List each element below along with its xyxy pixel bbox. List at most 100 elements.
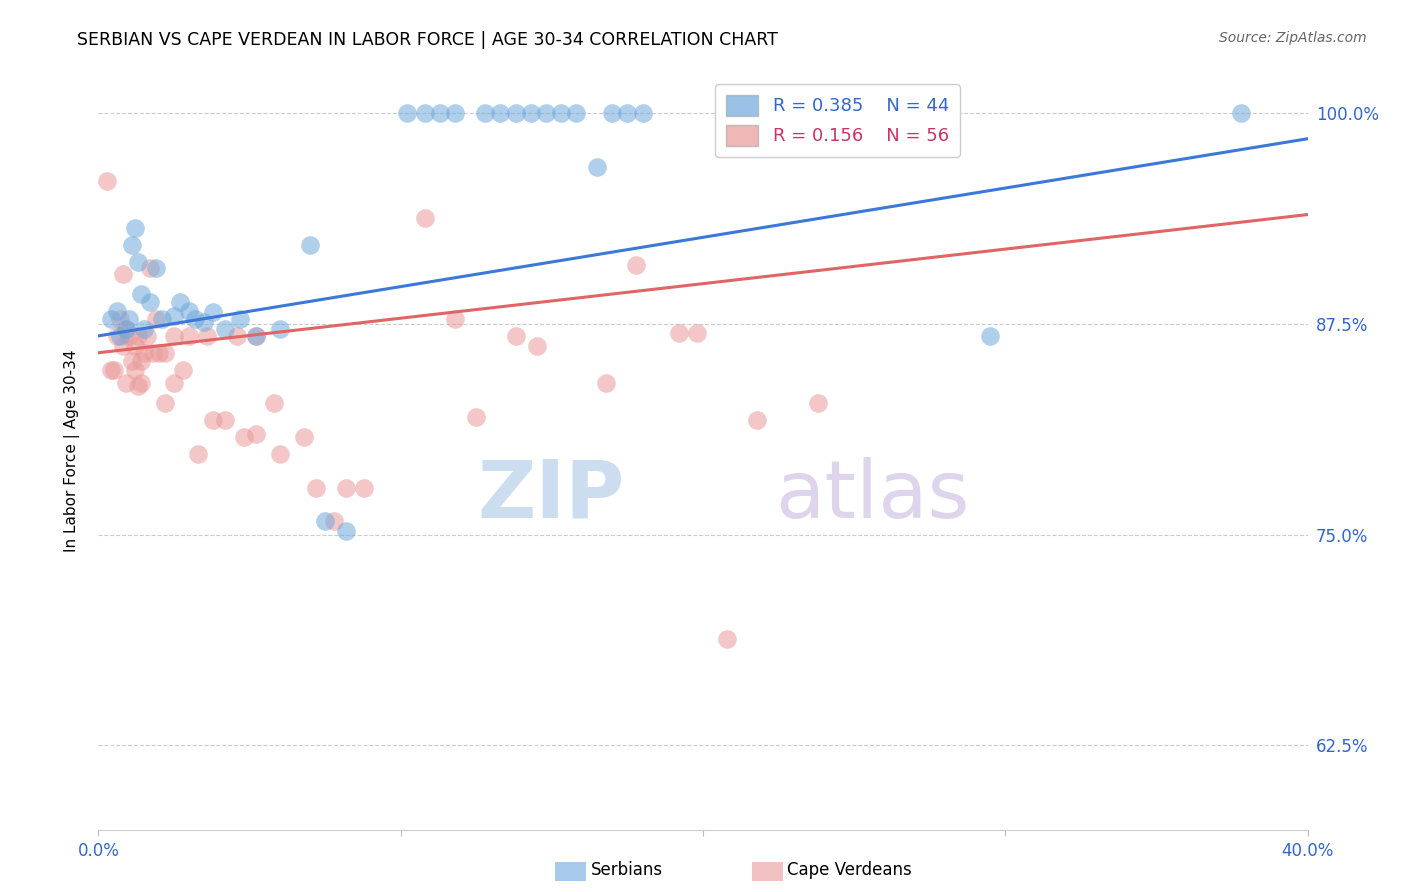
Point xyxy=(565,106,588,120)
Point xyxy=(163,309,186,323)
Point xyxy=(129,354,152,368)
Point xyxy=(145,312,167,326)
Point xyxy=(114,322,136,336)
Point xyxy=(121,238,143,252)
Point xyxy=(163,376,186,390)
Point xyxy=(519,106,541,120)
Point xyxy=(187,447,209,461)
Point xyxy=(526,339,548,353)
Point xyxy=(292,430,315,444)
Point xyxy=(127,254,149,268)
Point xyxy=(837,106,859,120)
Text: SERBIAN VS CAPE VERDEAN IN LABOR FORCE | AGE 30-34 CORRELATION CHART: SERBIAN VS CAPE VERDEAN IN LABOR FORCE |… xyxy=(77,31,778,49)
Point xyxy=(979,329,1001,343)
Point xyxy=(505,106,527,120)
Point xyxy=(395,106,418,120)
Point xyxy=(716,632,738,647)
Point xyxy=(169,295,191,310)
Point xyxy=(124,339,146,353)
Point xyxy=(111,339,134,353)
Point xyxy=(179,329,201,343)
Point xyxy=(299,238,322,252)
Point xyxy=(269,322,291,336)
Point xyxy=(245,329,267,343)
Point xyxy=(323,514,346,528)
Point xyxy=(314,514,336,528)
Point xyxy=(150,312,173,326)
Point xyxy=(226,329,249,343)
Point xyxy=(193,315,215,329)
Point xyxy=(163,329,186,343)
Point xyxy=(132,322,155,336)
Point xyxy=(626,258,648,272)
Point xyxy=(195,329,218,343)
Point xyxy=(465,409,488,424)
Point xyxy=(202,413,225,427)
Point xyxy=(353,481,375,495)
Point xyxy=(118,312,141,326)
Point xyxy=(232,430,254,444)
Point xyxy=(263,396,285,410)
Point xyxy=(132,345,155,359)
Text: Source: ZipAtlas.com: Source: ZipAtlas.com xyxy=(1219,31,1367,45)
Point xyxy=(505,329,527,343)
Point xyxy=(586,161,609,175)
Point xyxy=(335,524,357,539)
Point xyxy=(444,106,467,120)
Point xyxy=(139,261,162,276)
Point xyxy=(305,481,328,495)
Point xyxy=(105,329,128,343)
Point xyxy=(127,329,149,343)
Point xyxy=(214,413,236,427)
Point xyxy=(108,329,131,343)
Point xyxy=(172,362,194,376)
Point xyxy=(139,295,162,310)
Legend: R = 0.385    N = 44, R = 0.156    N = 56: R = 0.385 N = 44, R = 0.156 N = 56 xyxy=(716,84,960,157)
Point xyxy=(129,286,152,301)
Point xyxy=(118,329,141,343)
Point xyxy=(135,329,157,343)
Point xyxy=(103,362,125,376)
Point xyxy=(111,267,134,281)
Point xyxy=(121,354,143,368)
Text: Cape Verdeans: Cape Verdeans xyxy=(787,861,912,879)
Point xyxy=(127,379,149,393)
Y-axis label: In Labor Force | Age 30-34: In Labor Force | Age 30-34 xyxy=(63,349,80,552)
Text: ZIP: ZIP xyxy=(477,457,624,535)
Point xyxy=(413,211,436,225)
Point xyxy=(96,174,118,188)
Point xyxy=(129,376,152,390)
Point xyxy=(489,106,512,120)
Point xyxy=(686,326,709,340)
Point xyxy=(245,329,267,343)
Point xyxy=(184,312,207,326)
Point xyxy=(550,106,572,120)
Point xyxy=(631,106,654,120)
Point xyxy=(413,106,436,120)
Point xyxy=(245,426,267,441)
Point xyxy=(335,481,357,495)
Point xyxy=(179,303,201,318)
Point xyxy=(114,322,136,336)
Point xyxy=(202,305,225,319)
Point xyxy=(616,106,638,120)
Point xyxy=(148,345,170,359)
Point xyxy=(124,221,146,235)
Point xyxy=(534,106,557,120)
Point xyxy=(807,396,830,410)
Point xyxy=(108,312,131,326)
Text: Serbians: Serbians xyxy=(591,861,662,879)
Point xyxy=(747,413,769,427)
Point xyxy=(602,106,624,120)
Point xyxy=(153,396,176,410)
Point xyxy=(444,312,467,326)
Point xyxy=(1230,106,1253,120)
Point xyxy=(142,345,165,359)
Point xyxy=(429,106,451,120)
Point xyxy=(668,326,690,340)
Point xyxy=(595,376,617,390)
Point xyxy=(114,376,136,390)
Point xyxy=(269,447,291,461)
Point xyxy=(229,312,252,326)
Point xyxy=(153,345,176,359)
